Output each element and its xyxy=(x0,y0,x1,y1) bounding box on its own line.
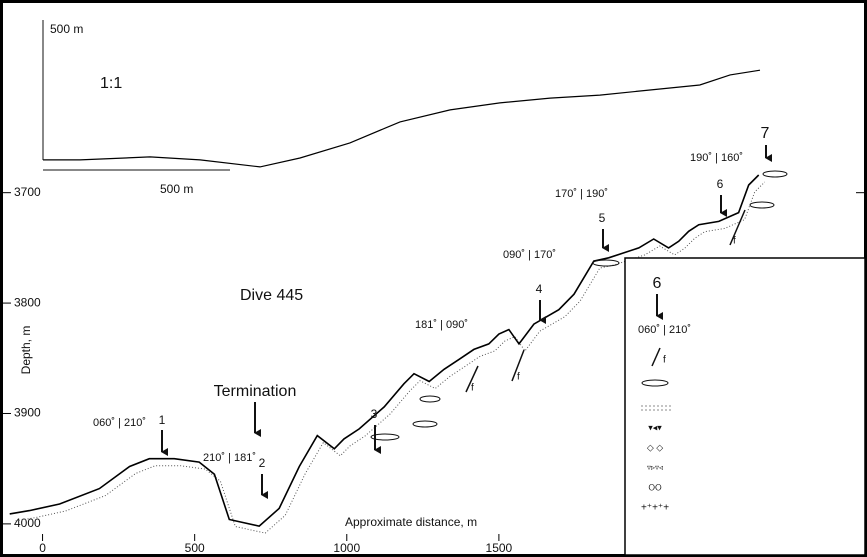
station: 2 xyxy=(259,456,266,470)
legend: 6 060˚ | 210˚ f ▾◂▾ ◇ ◇ ▿▹▿◃ ଠଠ +⁺+⁺+ xyxy=(624,257,866,556)
annotation: Termination xyxy=(214,383,297,400)
svg-text:▿▹▿◃: ▿▹▿◃ xyxy=(647,463,663,472)
course-change: 090˚ | 170˚ xyxy=(503,249,556,261)
fault-label: f xyxy=(733,236,736,247)
station: 7 xyxy=(761,125,770,142)
x-axis-label: Approximate distance, m xyxy=(345,515,477,529)
svg-text:ଠଠ: ଠଠ xyxy=(648,483,662,494)
fault-label: f xyxy=(471,383,474,394)
profile-line xyxy=(9,174,760,527)
y-tick-label: 3700 xyxy=(14,185,41,199)
x-tick-label: 500 xyxy=(185,541,205,555)
y-tick-label: 3800 xyxy=(14,295,41,309)
course-change: 170˚ | 190˚ xyxy=(555,188,608,200)
legend-symbol: 060˚ | 210˚ xyxy=(638,324,691,336)
station: 4 xyxy=(536,282,543,296)
chart-title: Dive 445 xyxy=(240,287,303,304)
svg-text:◇ ◇: ◇ ◇ xyxy=(647,442,663,452)
x-tick-label: 0 xyxy=(39,541,46,555)
inset-title: 1:1 xyxy=(100,75,122,92)
slabby-deposits xyxy=(370,170,788,441)
x-tick-label: 1500 xyxy=(486,541,513,555)
station: 3 xyxy=(371,407,378,421)
course-change: 181˚ | 090˚ xyxy=(415,319,468,331)
y-axis-label: Depth, m xyxy=(19,326,33,375)
course-change: 060˚ | 210˚ xyxy=(93,417,146,429)
sediment-line xyxy=(15,181,766,534)
course-change: 210˚ | 181˚ xyxy=(203,452,256,464)
station: 5 xyxy=(599,211,606,225)
course-change: 190˚ | 160˚ xyxy=(690,152,743,164)
inset-axes xyxy=(42,20,230,171)
svg-text:+⁺+⁺+: +⁺+⁺+ xyxy=(641,503,669,514)
inset-scale-label: 500 m xyxy=(50,22,83,36)
fault xyxy=(465,209,746,393)
legend-symbol: 6 xyxy=(653,275,662,292)
profile-line xyxy=(43,69,761,168)
station: 1 xyxy=(159,413,166,427)
station: 6 xyxy=(717,177,724,191)
fault-label: f xyxy=(517,372,520,383)
x-tick-label: 1000 xyxy=(333,541,360,555)
y-tick-label: 4000 xyxy=(14,516,41,530)
legend-symbol: f xyxy=(663,355,666,366)
y-tick-label: 3900 xyxy=(14,406,41,420)
svg-text:▾◂▾: ▾◂▾ xyxy=(648,422,662,432)
inset-scale-label: 500 m xyxy=(160,182,193,196)
